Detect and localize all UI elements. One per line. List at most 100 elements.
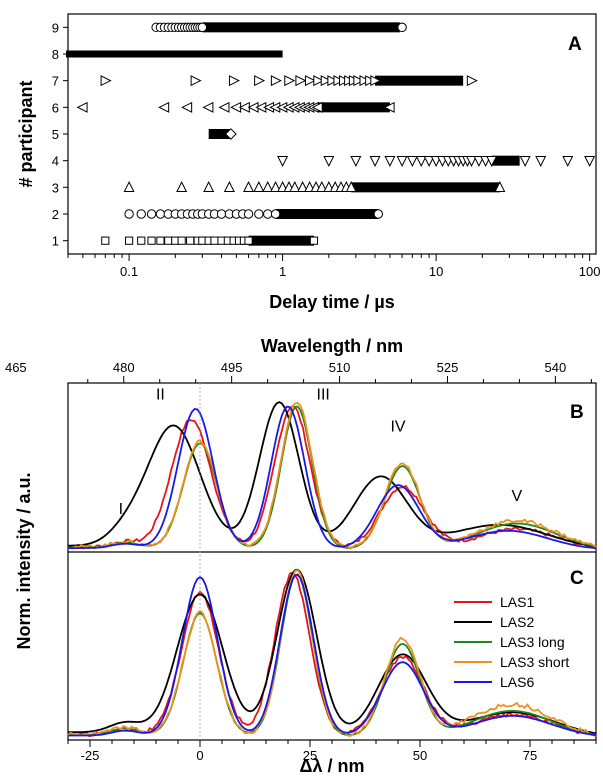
data-point [353, 75, 365, 87]
data-point [320, 75, 332, 87]
data-point [359, 75, 371, 87]
x-tick-label: 1 [279, 264, 286, 279]
participant-5-series [208, 128, 237, 140]
panel-a-y-ticks: 1 2 3 4 5 6 7 8 9 [52, 20, 68, 249]
participant-3-series [123, 181, 506, 193]
legend-label: LAS2 [500, 614, 534, 630]
data-point [465, 155, 478, 167]
data-point [397, 22, 407, 33]
bottom-x-tick-label: 50 [413, 748, 427, 763]
y-tick-label: 8 [52, 47, 59, 62]
data-point [373, 209, 383, 219]
data-point [146, 209, 157, 219]
data-point [243, 209, 254, 219]
panel-bc-y-axis-title: Norm. intensity / a.u. [14, 472, 34, 649]
peak-label: IV [390, 418, 405, 435]
data-point [158, 101, 170, 113]
data-point [384, 155, 396, 167]
top-x-tick-label: 510 [329, 360, 351, 375]
top-x-ticks: 465480495510525540555570 [5, 360, 592, 383]
data-point [333, 75, 345, 87]
top-x-tick-label: 540 [545, 360, 567, 375]
x-tick-label: 10 [429, 264, 443, 279]
data-point [254, 75, 266, 87]
data-point [218, 101, 230, 113]
top-x-tick-label: 495 [221, 360, 243, 375]
dense-marker-band [375, 75, 464, 86]
data-point [584, 155, 596, 167]
panel-c: C LAS1 LAS2 LAS3 long LAS3 short LAS6 [67, 568, 597, 738]
data-point [228, 75, 240, 87]
data-point [137, 236, 146, 245]
data-point [136, 209, 146, 219]
panel-a: A 0.1 1 10 100 1 2 3 4 5 6 7 8 9 Delay time / µs # … [16, 13, 601, 312]
bottom-x-tick-label: 25 [303, 748, 317, 763]
participant-2-series [124, 209, 383, 219]
series-line-las6 [68, 573, 597, 737]
dense-marker-band [208, 129, 231, 139]
panel-a-y-axis-title: # participant [16, 80, 36, 187]
data-point [383, 101, 395, 113]
legend: LAS1 LAS2 LAS3 long LAS3 short LAS6 [454, 594, 569, 690]
data-point [124, 236, 134, 245]
y-tick-label: 6 [52, 100, 59, 115]
data-point [535, 155, 547, 167]
panel-a-x-axis-title: Delay time / µs [269, 292, 394, 312]
data-point [415, 155, 427, 167]
data-point [406, 155, 418, 167]
data-point [197, 22, 208, 33]
top-x-axis-title: Wavelength / nm [261, 336, 403, 356]
data-point [270, 75, 282, 87]
panel-c-letter: C [570, 568, 584, 589]
legend-label: LAS3 long [500, 634, 565, 650]
legend-label: LAS1 [500, 594, 534, 610]
data-point [203, 181, 215, 193]
peak-label: I [119, 501, 123, 518]
participant-8-series [66, 50, 283, 58]
legend-label: LAS3 short [500, 654, 569, 670]
data-point [244, 236, 253, 245]
dense-marker-band [248, 235, 314, 246]
series-line-las2 [68, 401, 597, 548]
data-point [289, 181, 301, 193]
bottom-x-axis-title: Δλ / nm [300, 756, 365, 776]
x-tick-label: 100 [579, 264, 601, 279]
data-point [253, 181, 265, 193]
dense-marker-band [275, 209, 379, 219]
data-point [124, 209, 134, 219]
data-point [327, 75, 339, 87]
series-line-las3-short [67, 569, 597, 737]
bottom-x-tick-label: 75 [523, 748, 537, 763]
bottom-x-ticks: -25 0 25 50 75 [67, 740, 597, 763]
data-point [519, 155, 531, 167]
data-point [311, 101, 323, 113]
y-tick-label: 3 [52, 180, 59, 195]
participant-4-series [277, 155, 596, 167]
data-point [277, 155, 289, 167]
data-point [76, 101, 88, 113]
series-line-las2 [68, 568, 597, 735]
data-point [164, 236, 173, 245]
data-point [181, 101, 193, 113]
data-point [270, 209, 281, 219]
data-point [177, 236, 186, 245]
data-point [284, 75, 296, 87]
data-point [466, 75, 478, 87]
peak-label: III [317, 386, 330, 403]
data-point [396, 155, 408, 167]
data-point [101, 236, 110, 245]
x-tick-label: 0.1 [120, 264, 138, 279]
panel-a-x-ticks: 0.1 1 10 100 [67, 254, 601, 279]
legend-label: LAS6 [500, 674, 534, 690]
top-x-tick-label: 480 [113, 360, 135, 375]
y-tick-label: 2 [52, 207, 59, 222]
data-point [243, 181, 255, 193]
data-point [202, 101, 214, 113]
data-point [295, 75, 307, 87]
bottom-x-tick-label: 0 [196, 748, 203, 763]
data-point [270, 181, 282, 193]
y-tick-label: 7 [52, 74, 59, 89]
top-x-tick-label: 465 [5, 360, 27, 375]
top-x-tick-label: 525 [437, 360, 459, 375]
